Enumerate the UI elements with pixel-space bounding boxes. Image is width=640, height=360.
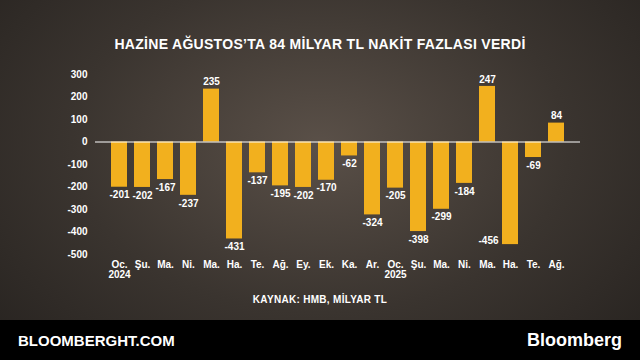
svg-text:-205: -205 <box>385 190 405 201</box>
svg-text:-456: -456 <box>478 235 498 246</box>
svg-text:-201: -201 <box>109 189 129 200</box>
svg-text:Oc.2025: Oc.2025 <box>384 259 407 280</box>
svg-text:Ma.: Ma. <box>157 259 174 270</box>
svg-text:200: 200 <box>71 91 88 102</box>
html-text:Bloomberg: Bloomberg <box>527 329 622 350</box>
svg-text:100: 100 <box>71 114 88 125</box>
svg-text:-202: -202 <box>293 190 313 201</box>
svg-text:Ağ.: Ağ. <box>548 259 564 270</box>
svg-text:-237: -237 <box>178 198 198 209</box>
svg-text:-300: -300 <box>67 204 87 215</box>
svg-text:-400: -400 <box>67 226 87 237</box>
svg-text:Ağ.: Ağ. <box>272 259 288 270</box>
svg-text:-69: -69 <box>526 160 541 171</box>
svg-text:-167: -167 <box>155 182 175 193</box>
svg-text:-100: -100 <box>67 159 87 170</box>
svg-text:247: 247 <box>479 74 496 85</box>
svg-text:0: 0 <box>82 136 88 147</box>
html-text:KAYNAK: HMB, MİLYAR TL: KAYNAK: HMB, MİLYAR TL <box>252 294 388 305</box>
svg-text:Ma.: Ma. <box>479 259 496 270</box>
svg-text:-195: -195 <box>270 188 290 199</box>
svg-text:Te.: Te. <box>527 259 541 270</box>
html-text:BLOOMBERGHT.COM: BLOOMBERGHT.COM <box>18 331 175 349</box>
svg-text:Ka.: Ka. <box>342 259 358 270</box>
svg-text:Ma.: Ma. <box>433 259 450 270</box>
svg-text:-137: -137 <box>247 175 267 186</box>
svg-text:300: 300 <box>71 69 88 80</box>
svg-text:-299: -299 <box>431 211 451 222</box>
svg-text:Oc.2024: Oc.2024 <box>108 259 131 280</box>
svg-text:Ek.: Ek. <box>319 259 334 270</box>
svg-text:Ma.: Ma. <box>203 259 220 270</box>
svg-text:-202: -202 <box>132 190 152 201</box>
svg-text:Ha.: Ha. <box>503 259 519 270</box>
svg-text:Ey.: Ey. <box>296 259 310 270</box>
svg-text:Ni.: Ni. <box>182 259 195 270</box>
svg-text:Ha.: Ha. <box>227 259 243 270</box>
svg-text:Şu.: Şu. <box>411 259 427 270</box>
svg-text:Ni.: Ni. <box>458 259 471 270</box>
svg-text:-431: -431 <box>224 241 244 252</box>
svg-text:-184: -184 <box>454 186 474 197</box>
svg-text:Ar.: Ar. <box>366 259 380 270</box>
svg-text:-324: -324 <box>362 217 382 228</box>
html-text:HAZİNE AĞUSTOS’TA 84 MİLYAR TL: HAZİNE AĞUSTOS’TA 84 MİLYAR TL NAKİT FAZ… <box>114 36 526 52</box>
svg-text:84: 84 <box>551 110 563 121</box>
svg-text:-500: -500 <box>67 249 87 260</box>
svg-text:235: 235 <box>203 76 220 87</box>
svg-text:-170: -170 <box>316 182 336 193</box>
svg-text:-62: -62 <box>342 158 357 169</box>
svg-text:Şu.: Şu. <box>135 259 151 270</box>
svg-text:-200: -200 <box>67 181 87 192</box>
svg-text:Te.: Te. <box>251 259 265 270</box>
svg-text:-398: -398 <box>408 234 428 245</box>
